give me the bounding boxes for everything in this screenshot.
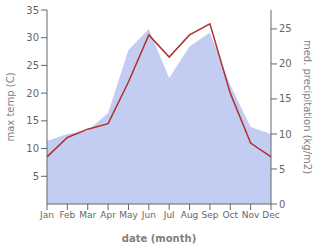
svg-text:20: 20 xyxy=(279,58,292,69)
svg-text:May: May xyxy=(119,210,138,220)
svg-text:Dec: Dec xyxy=(262,210,279,220)
svg-text:Feb: Feb xyxy=(59,210,75,220)
svg-text:Jun: Jun xyxy=(141,210,156,220)
svg-text:15: 15 xyxy=(279,93,292,104)
svg-text:5: 5 xyxy=(33,171,39,182)
svg-text:Mar: Mar xyxy=(79,210,96,220)
svg-text:15: 15 xyxy=(26,115,39,126)
svg-text:Aug: Aug xyxy=(181,210,199,220)
svg-text:20: 20 xyxy=(26,88,39,99)
svg-text:med. precipitation (kg/m2): med. precipitation (kg/m2) xyxy=(302,40,313,174)
svg-text:Oct: Oct xyxy=(222,210,238,220)
svg-text:Apr: Apr xyxy=(100,210,116,220)
svg-text:35: 35 xyxy=(26,5,39,16)
svg-text:Jan: Jan xyxy=(39,210,54,220)
svg-text:25: 25 xyxy=(26,60,39,71)
svg-text:10: 10 xyxy=(279,129,292,140)
svg-text:max temp (C): max temp (C) xyxy=(5,72,16,141)
svg-text:0: 0 xyxy=(279,199,285,210)
svg-text:30: 30 xyxy=(26,32,39,43)
svg-text:5: 5 xyxy=(279,164,285,175)
svg-text:Nov: Nov xyxy=(242,210,260,220)
svg-text:25: 25 xyxy=(279,23,292,34)
svg-text:Jul: Jul xyxy=(163,210,175,220)
svg-text:Sep: Sep xyxy=(201,210,218,220)
svg-text:date (month): date (month) xyxy=(122,233,196,244)
svg-text:10: 10 xyxy=(26,143,39,154)
